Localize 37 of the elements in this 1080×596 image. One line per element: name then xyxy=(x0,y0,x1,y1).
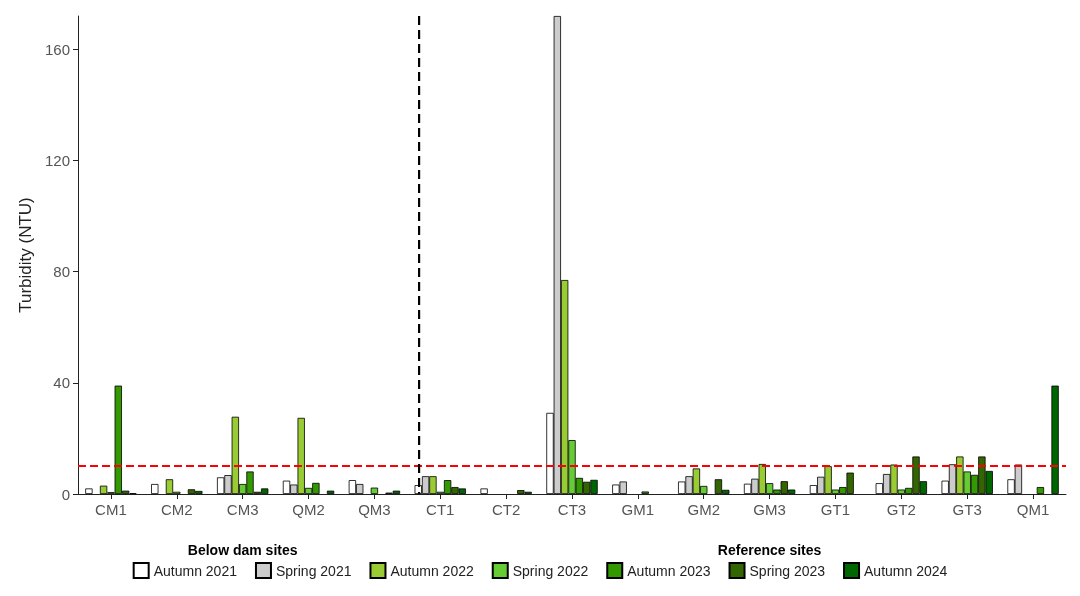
x-tick-label: GT1 xyxy=(820,501,851,518)
legend-label: Spring 2023 xyxy=(749,562,826,579)
x-tick-label: CM1 xyxy=(95,501,127,518)
y-axis-title: Turbidity (NTU) xyxy=(16,197,35,313)
text: Below dam sites xyxy=(187,542,298,558)
y-tick-label: 40 xyxy=(53,374,70,392)
bar xyxy=(1051,385,1059,494)
legend-label: Autumn 2023 xyxy=(627,562,711,579)
bar xyxy=(326,490,335,494)
legend-label: Spring 2021 xyxy=(275,562,352,579)
x-tick-label: CT3 xyxy=(557,501,587,518)
text: Reference sites xyxy=(717,542,822,558)
x-tick-label: CM3 xyxy=(226,501,259,518)
bar xyxy=(480,488,488,494)
x-tick-label: GM3 xyxy=(753,501,786,518)
x-tick-label: QM3 xyxy=(358,501,391,518)
x-tick-label: GT2 xyxy=(886,501,916,518)
bar xyxy=(1036,487,1045,494)
legend-label: Autumn 2024 xyxy=(864,562,948,579)
y-tick-label: 80 xyxy=(53,263,70,281)
x-tick-label: QM2 xyxy=(292,501,325,518)
x-tick-label: CT2 xyxy=(491,501,521,518)
y-tick-label: 160 xyxy=(44,40,70,58)
x-tick-label: GT3 xyxy=(952,501,982,518)
legend-label: Autumn 2021 xyxy=(153,562,238,579)
x-tick-label: CM2 xyxy=(160,501,193,518)
bar xyxy=(85,488,93,494)
bar xyxy=(370,487,379,494)
legend-label: Autumn 2022 xyxy=(390,562,474,579)
legend-label: Spring 2022 xyxy=(512,562,589,579)
x-tick-label: CT1 xyxy=(426,501,455,518)
x-tick-label: QM1 xyxy=(1016,501,1050,518)
x-tick-label: GM1 xyxy=(621,501,655,518)
y-tick-label: 0 xyxy=(61,485,70,503)
x-tick-label: GM2 xyxy=(687,501,720,518)
y-tick-label: 120 xyxy=(44,152,70,170)
bar xyxy=(151,484,159,494)
